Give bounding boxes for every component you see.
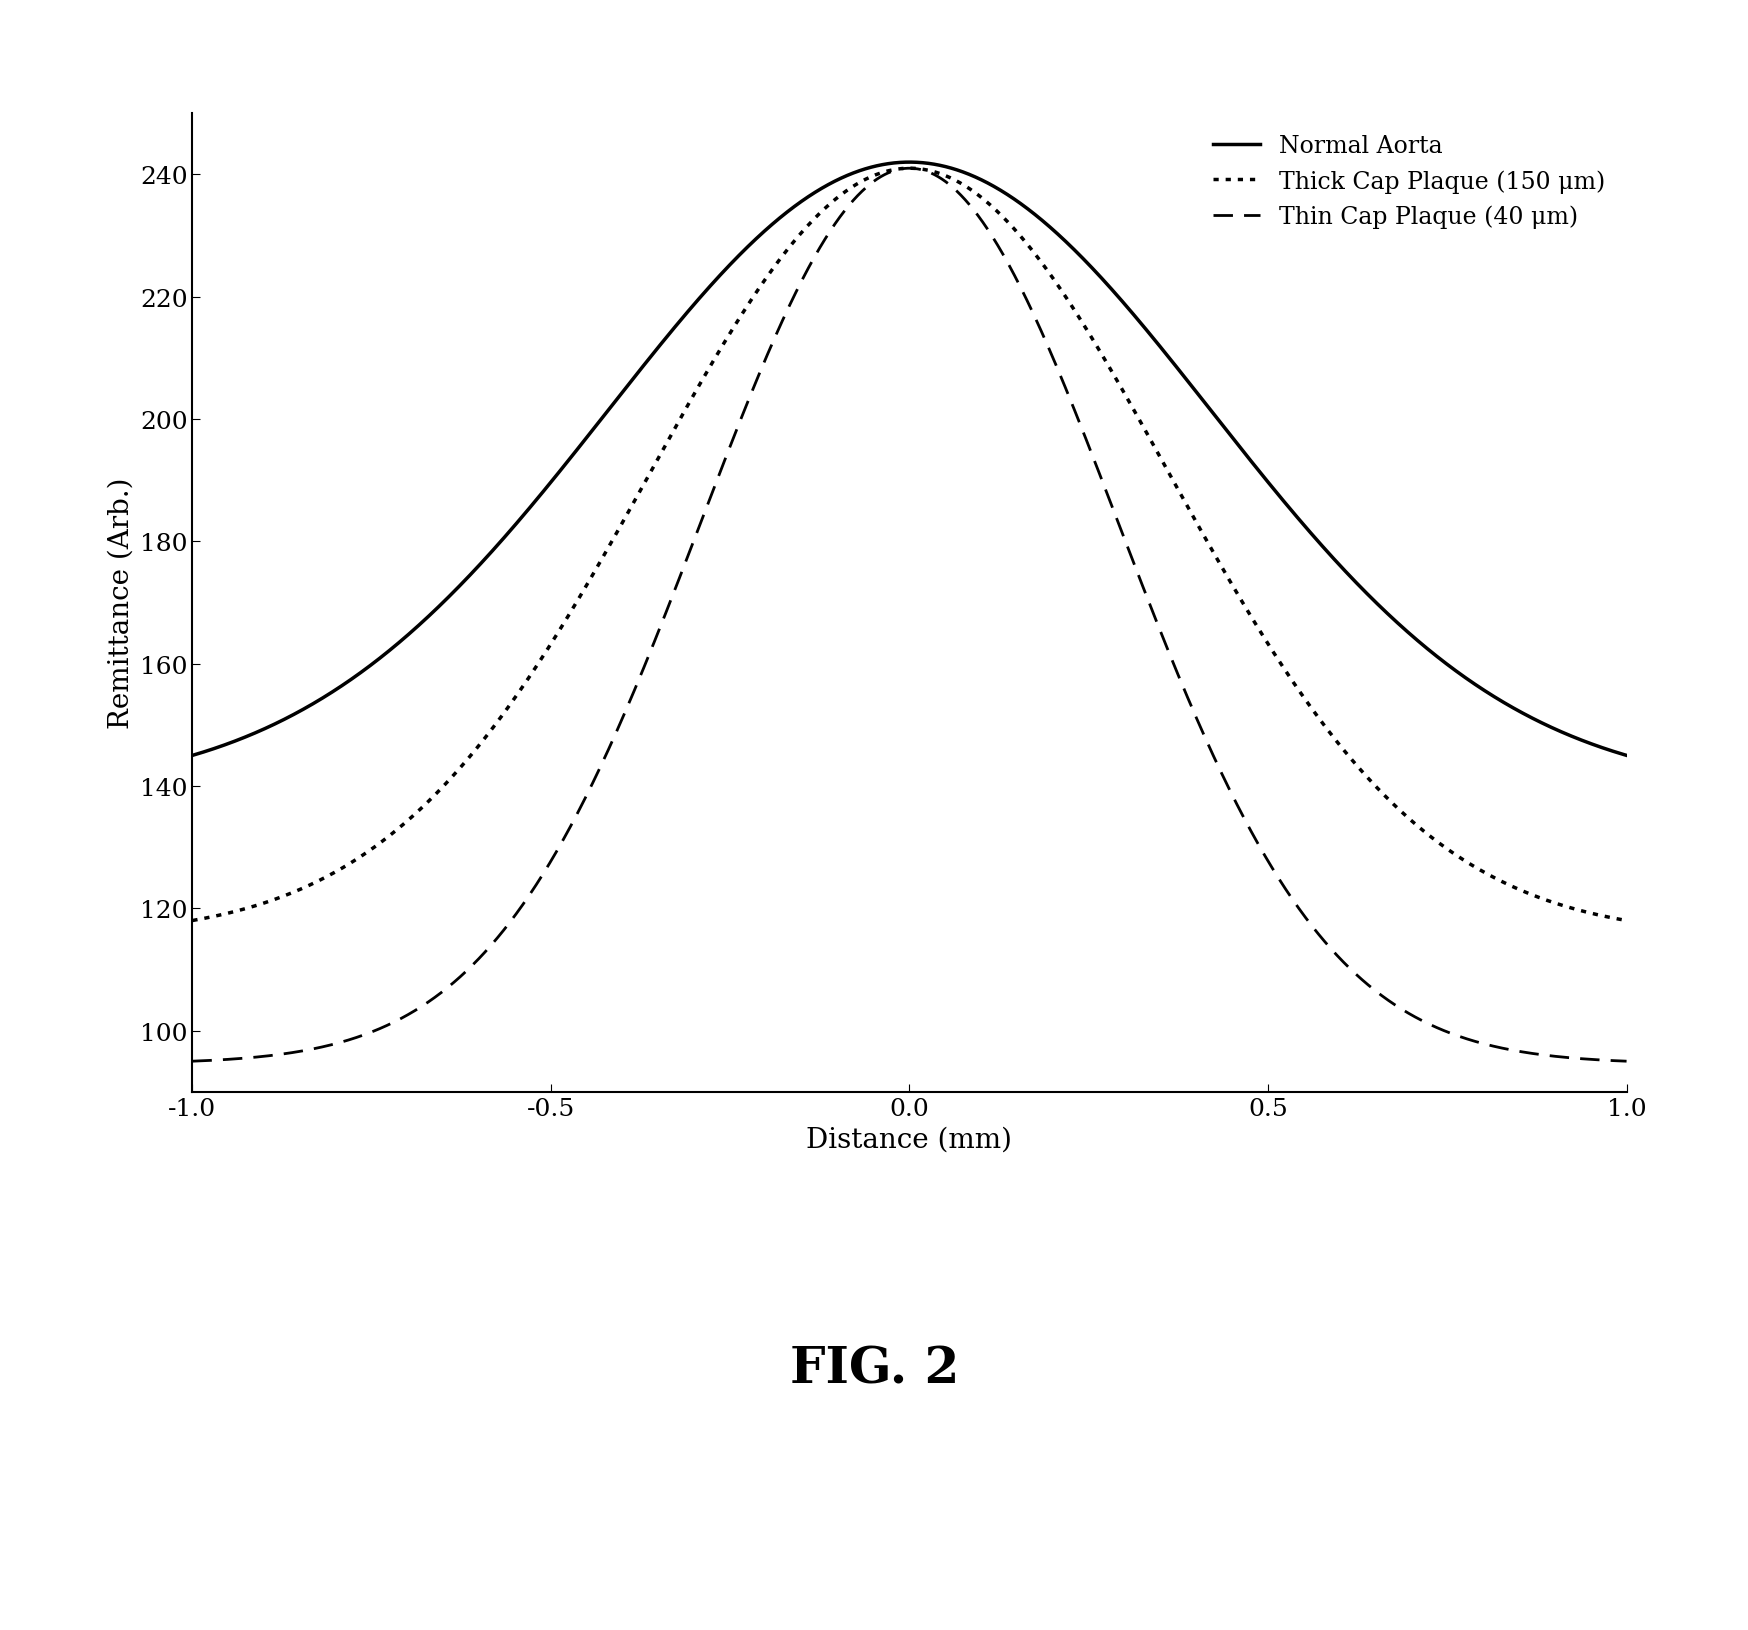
- Thin Cap Plaque (40 μm): [182, 1051, 203, 1071]
- Normal Aorta: [898, 153, 919, 173]
- Thick Cap Plaque (150 μm): [794, 220, 815, 240]
- Line: Normal Aorta: Normal Aorta: [192, 163, 1626, 756]
- Normal Aorta: [1615, 747, 1636, 766]
- Text: FIG. 2: FIG. 2: [790, 1345, 958, 1394]
- Thin Cap Plaque (40 μm): [1615, 1051, 1636, 1071]
- Thick Cap Plaque (150 μm): [430, 779, 451, 799]
- Normal Aorta: [1433, 654, 1454, 673]
- Normal Aorta: [794, 191, 815, 210]
- Thick Cap Plaque (150 μm): [346, 851, 367, 870]
- Normal Aorta: [346, 667, 367, 686]
- Legend: Normal Aorta, Thick Cap Plaque (150 μm), Thin Cap Plaque (40 μm): Normal Aorta, Thick Cap Plaque (150 μm),…: [1203, 126, 1613, 238]
- Normal Aorta: [1587, 737, 1608, 756]
- Thin Cap Plaque (40 μm): [898, 160, 919, 179]
- Normal Aorta: [430, 595, 451, 615]
- Y-axis label: Remittance (Arb.): Remittance (Arb.): [107, 478, 135, 729]
- Thin Cap Plaque (40 μm): [346, 1029, 367, 1048]
- Line: Thick Cap Plaque (150 μm): Thick Cap Plaque (150 μm): [192, 170, 1626, 921]
- X-axis label: Distance (mm): Distance (mm): [806, 1125, 1012, 1152]
- Thin Cap Plaque (40 μm): [731, 406, 752, 425]
- Thick Cap Plaque (150 μm): [1587, 906, 1608, 926]
- Normal Aorta: [182, 747, 203, 766]
- Thick Cap Plaque (150 μm): [731, 305, 752, 324]
- Normal Aorta: [731, 243, 752, 262]
- Thin Cap Plaque (40 μm): [1433, 1022, 1454, 1042]
- Thick Cap Plaque (150 μm): [182, 911, 203, 931]
- Thin Cap Plaque (40 μm): [1587, 1050, 1608, 1069]
- Thick Cap Plaque (150 μm): [898, 160, 919, 179]
- Thin Cap Plaque (40 μm): [430, 983, 451, 1002]
- Line: Thin Cap Plaque (40 μm): Thin Cap Plaque (40 μm): [192, 170, 1626, 1061]
- Thick Cap Plaque (150 μm): [1433, 838, 1454, 857]
- Thin Cap Plaque (40 μm): [794, 266, 815, 285]
- Thick Cap Plaque (150 μm): [1615, 911, 1636, 931]
